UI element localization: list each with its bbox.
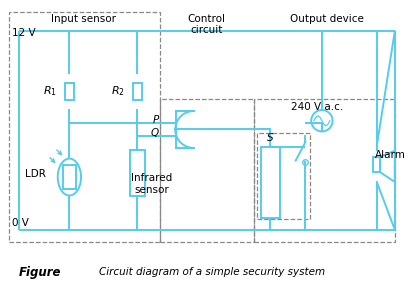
Text: Infrared
sensor: Infrared sensor xyxy=(131,173,173,195)
Text: S: S xyxy=(267,133,273,143)
Bar xyxy=(261,147,280,218)
Text: Input sensor: Input sensor xyxy=(52,14,117,24)
Text: 0 V: 0 V xyxy=(12,218,29,228)
Bar xyxy=(63,165,76,189)
Text: Output device: Output device xyxy=(290,14,364,24)
Bar xyxy=(133,83,142,100)
Bar xyxy=(254,99,395,242)
Text: 12 V: 12 V xyxy=(12,28,36,38)
Bar xyxy=(373,157,380,172)
Bar xyxy=(65,83,74,100)
Text: 240 V a.c.: 240 V a.c. xyxy=(291,102,343,112)
Text: $R_1$: $R_1$ xyxy=(43,85,57,98)
Text: $R_2$: $R_2$ xyxy=(111,85,125,98)
Text: Figure: Figure xyxy=(19,266,61,279)
Text: Alarm: Alarm xyxy=(375,150,406,160)
Text: Control
circuit: Control circuit xyxy=(187,14,225,36)
Bar xyxy=(9,12,160,242)
Text: Circuit diagram of a simple security system: Circuit diagram of a simple security sys… xyxy=(98,267,325,277)
Bar xyxy=(130,150,145,196)
Bar xyxy=(257,133,310,219)
Text: P: P xyxy=(152,115,159,125)
Text: Q: Q xyxy=(151,128,159,138)
Bar xyxy=(160,99,254,242)
Text: LDR: LDR xyxy=(25,169,46,179)
